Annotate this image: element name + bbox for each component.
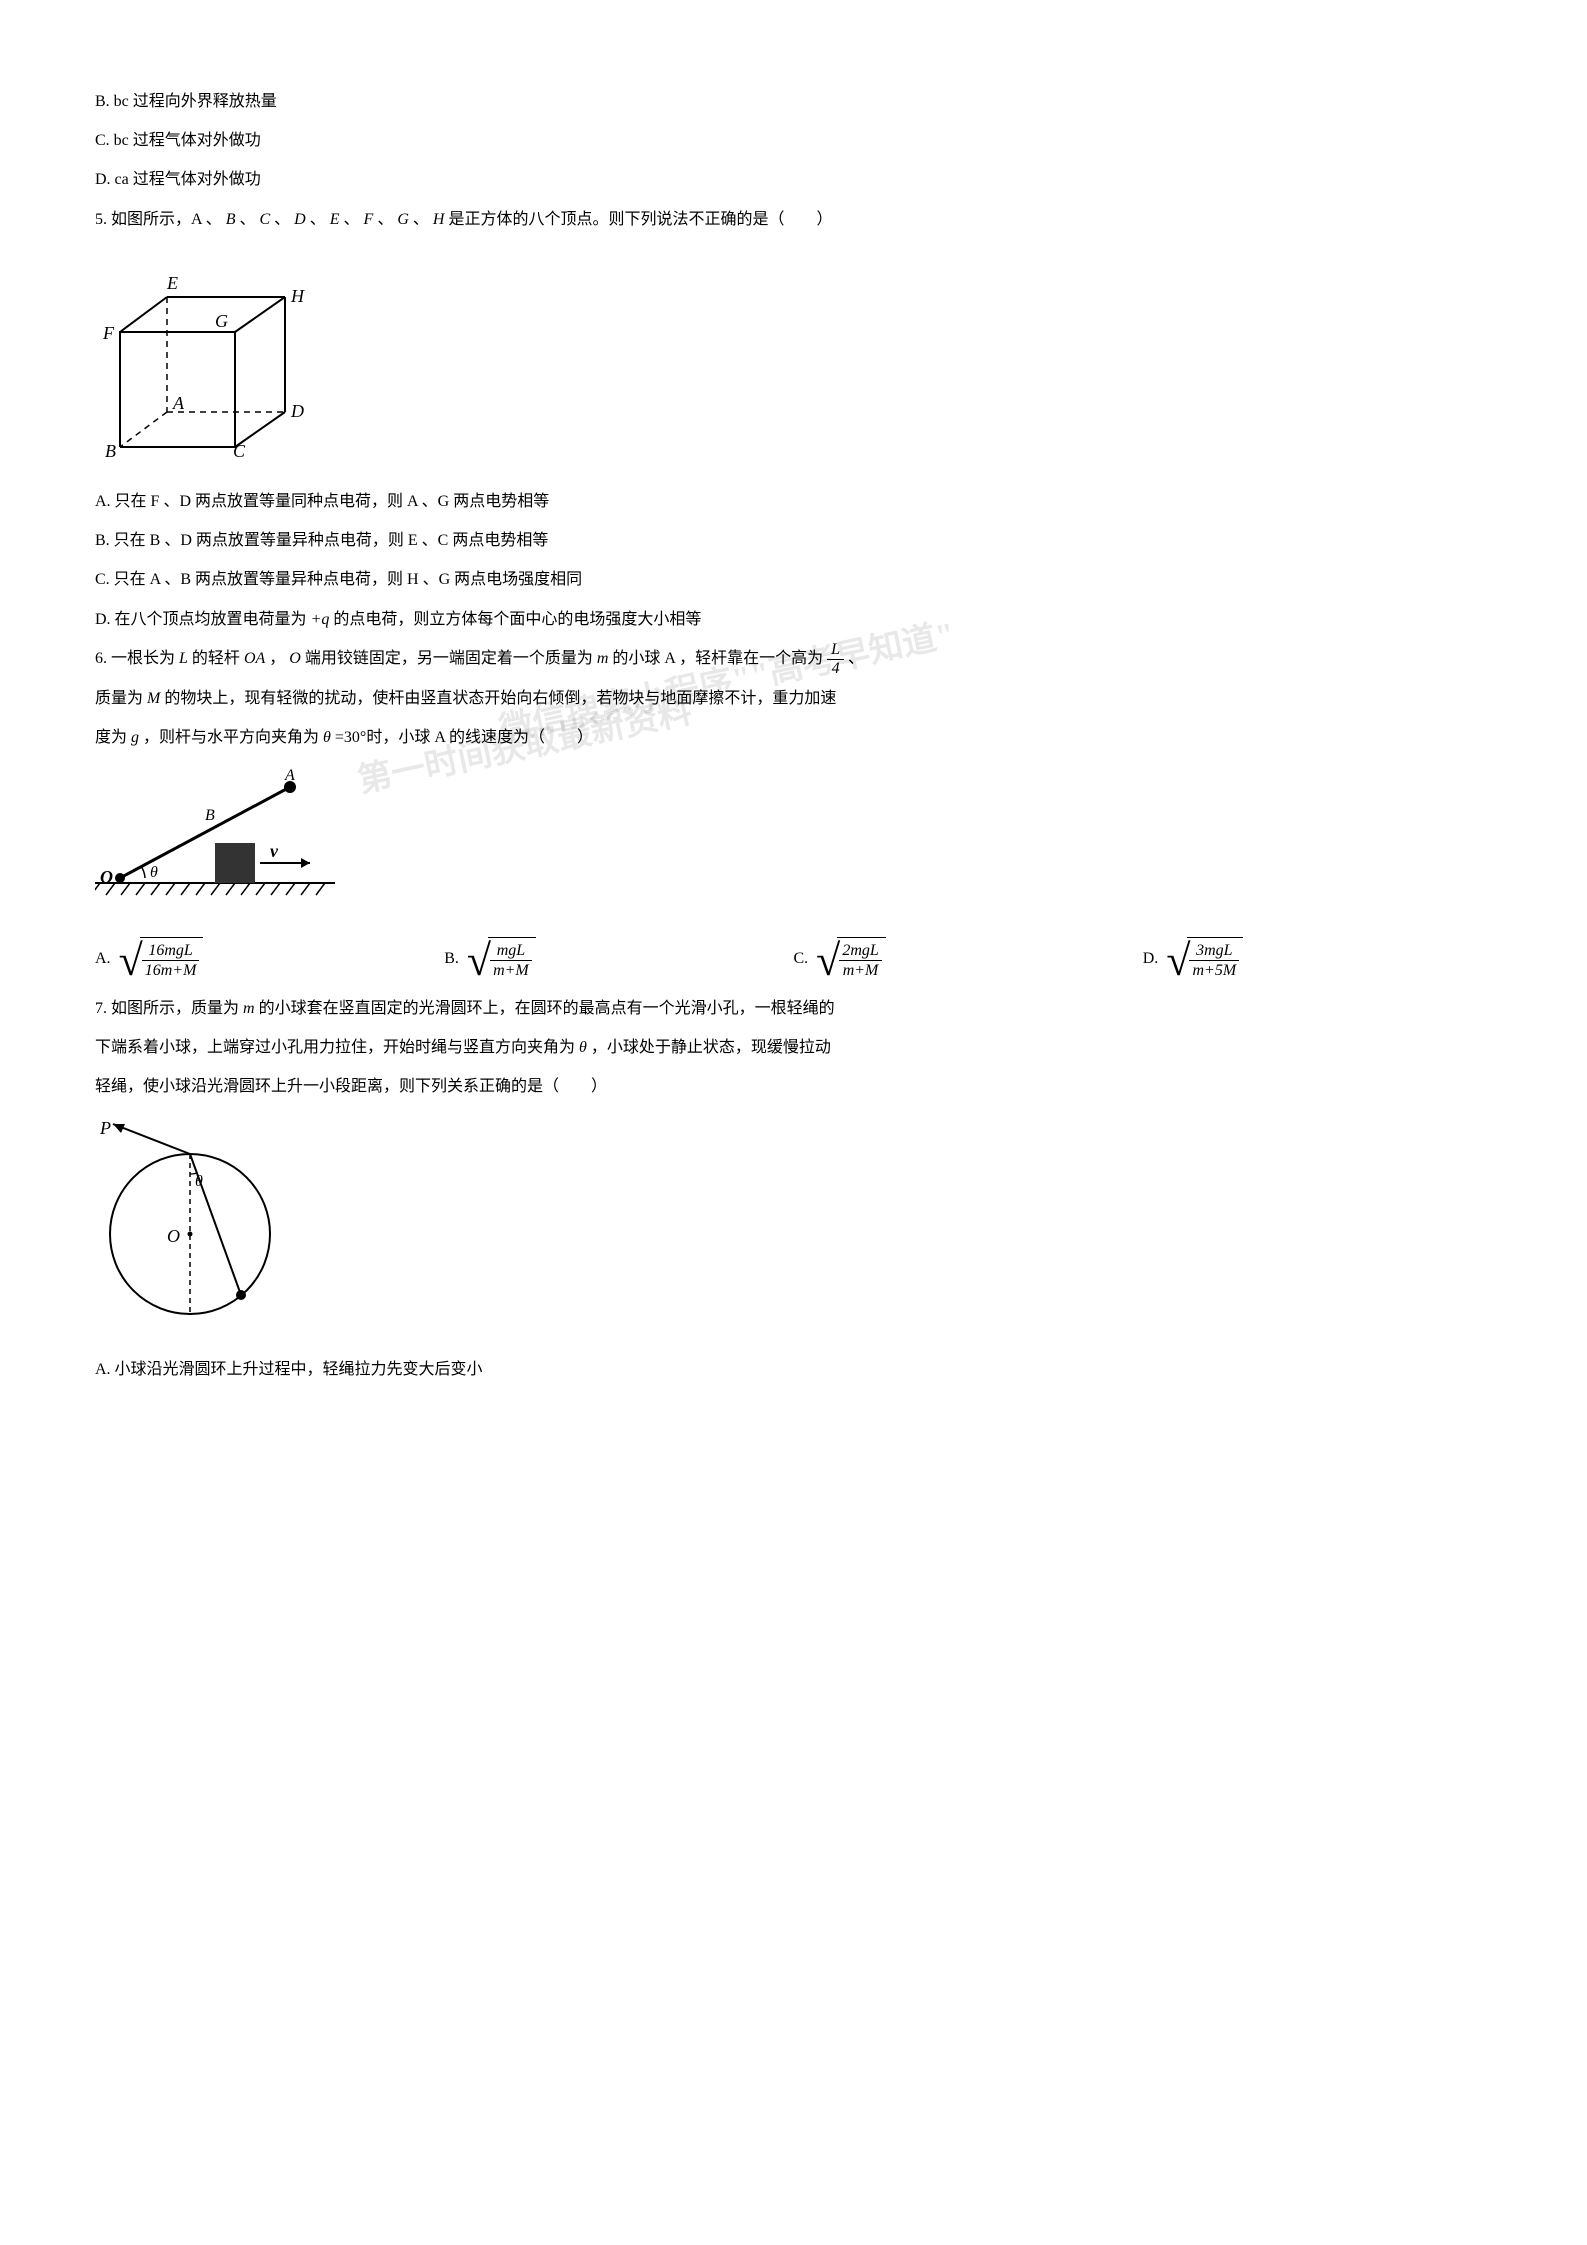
q6-opt-A: A. √ 16mgL 16m+M xyxy=(95,937,444,981)
q7-line1: 7. 如图所示，质量为 m 的小球套在竖直固定的光滑圆环上，在圆环的最高点有一个… xyxy=(95,991,1492,1026)
q5-d-q: +q xyxy=(311,611,330,628)
q5-letter-C: C xyxy=(259,211,270,228)
q6-opt-B: B. √ mgL m+M xyxy=(444,937,793,981)
prev-option-d-text: D. ca 过程气体对外做功 xyxy=(95,171,261,188)
q7-option-a: A. 小球沿光滑圆环上升过程中，轻绳拉力先变大后变小 xyxy=(95,1352,1492,1387)
prev-option-b: B. bc 过程向外界释放热量 xyxy=(95,84,1492,119)
q6-optD-den: m+5M xyxy=(1189,961,1239,981)
q6-options: A. √ 16mgL 16m+M B. √ mgL m+M C. xyxy=(95,937,1492,981)
q6-M: M xyxy=(147,690,160,707)
q6-optA-label: A. xyxy=(95,941,111,976)
q6-l2b: 的物块上，现有轻微的扰动，使杆由竖直状态开始向右倾倒，若物块与地面摩擦不计，重力… xyxy=(164,690,836,707)
cube-label-H: H xyxy=(290,286,305,306)
cube-label-A: A xyxy=(172,393,185,413)
q5-stem: 5. 如图所示，A 、 B 、 C 、 D 、 E 、 F 、 G 、 H 是正… xyxy=(95,202,1492,237)
cube-label-C: C xyxy=(233,441,246,457)
prev-option-b-text: B. bc 过程向外界释放热量 xyxy=(95,93,277,110)
q6-optD-sqrt: √ 3mgL m+5M xyxy=(1166,937,1243,981)
q5-cube-figure: E H G F A D B C xyxy=(95,247,1492,470)
q7-m: m xyxy=(243,1000,255,1017)
prev-option-c: C. bc 过程气体对外做功 xyxy=(95,123,1492,158)
q6-frac-num: L xyxy=(827,641,844,660)
q6-diag-v: v xyxy=(270,841,279,861)
q6-l1e: 、 xyxy=(848,650,864,667)
q6-l1c: 端用铰链固定，另一端固定着一个质量为 xyxy=(305,650,597,667)
q6-optC-den: m+M xyxy=(839,961,881,981)
cube-label-B: B xyxy=(105,441,116,457)
q7-diag-theta: θ xyxy=(195,1173,203,1190)
q6-l1a: 6. 一根长为 xyxy=(95,650,179,667)
q6-l3b: ，则杆与水平方向夹角为 xyxy=(143,729,323,746)
q5-letter-G: G xyxy=(397,211,409,228)
q5-stem-suffix: 是正方体的八个顶点。则下列说法不正确的是（ ） xyxy=(448,211,832,228)
q6-optD-num: 3mgL xyxy=(1189,941,1239,962)
q5-option-a: A. 只在 F 、D 两点放置等量同种点电荷，则 A 、G 两点电势相等 xyxy=(95,484,1492,519)
cube-label-G: G xyxy=(215,311,228,331)
q6-optB-den: m+M xyxy=(490,961,532,981)
q7-line2: 下端系着小球，上端穿过小孔用力拉住，开始时绳与竖直方向夹角为 θ ，小球处于静止… xyxy=(95,1030,1492,1065)
q6-optD-label: D. xyxy=(1143,941,1159,976)
q5-letter-E: E xyxy=(330,211,340,228)
cube-label-E: E xyxy=(166,273,178,293)
q7-diagram: θ P O xyxy=(95,1114,1492,1337)
q6-g: g xyxy=(131,729,139,746)
q7-line3: 轻绳，使小球沿光滑圆环上升一小段距离，则下列关系正确的是（ ） xyxy=(95,1069,1492,1104)
q5-d-prefix: D. 在八个顶点均放置电荷量为 xyxy=(95,611,311,628)
q6-line3: 度为 g ，则杆与水平方向夹角为 θ =30°时，小球 A 的线速度为（ ） 第… xyxy=(95,720,1492,755)
q6-diag-O: O xyxy=(100,867,113,887)
q7-l2b: ，小球处于静止状态，现缓慢拉动 xyxy=(591,1039,831,1056)
q7-l2a: 下端系着小球，上端穿过小孔用力拉住，开始时绳与竖直方向夹角为 xyxy=(95,1039,579,1056)
q6-optB-num: mgL xyxy=(490,941,532,962)
q6-line2: 质量为 M 的物块上，现有轻微的扰动，使杆由竖直状态开始向右倾倒，若物块与地面摩… xyxy=(95,681,1492,716)
q6-optC-sqrt: √ 2mgL m+M xyxy=(816,937,886,981)
q6-diag-theta: θ xyxy=(150,864,158,881)
q5-letter-F: F xyxy=(364,211,374,228)
q6-diagram: B θ v O A xyxy=(95,765,1492,918)
q5-letter-H: H xyxy=(433,211,445,228)
q6-frac-den: 4 xyxy=(827,660,844,678)
q6-m: m xyxy=(597,650,609,667)
q6-line1: 6. 一根长为 L 的轻杆 OA ， O 端用铰链固定，另一端固定着一个质量为 … xyxy=(95,641,1492,677)
q6-optA-sqrt: √ 16mgL 16m+M xyxy=(119,937,204,981)
q6-comma: ， xyxy=(269,650,285,667)
q6-theta: θ xyxy=(323,729,331,746)
q6-optB-label: B. xyxy=(444,941,459,976)
q7-l1a: 7. 如图所示，质量为 xyxy=(95,1000,243,1017)
cube-label-F: F xyxy=(102,323,115,343)
q6-l2a: 质量为 xyxy=(95,690,147,707)
q6-diag-A: A xyxy=(284,767,295,784)
q6-opt-C: C. √ 2mgL m+M xyxy=(794,937,1143,981)
prev-option-d: D. ca 过程气体对外做功 xyxy=(95,162,1492,197)
q5-d-suffix: 的点电荷，则立方体每个面中心的电场强度大小相等 xyxy=(333,611,701,628)
q5-letter-D: D xyxy=(294,211,306,228)
q6-l1b: 的轻杆 xyxy=(192,650,244,667)
cube-label-D: D xyxy=(290,401,304,421)
q6-O: O xyxy=(289,650,301,667)
q7-diag-O: O xyxy=(167,1226,180,1246)
q6-opt-D: D. √ 3mgL m+5M xyxy=(1143,937,1492,981)
q7-theta: θ xyxy=(579,1039,587,1056)
q6-L: L xyxy=(179,650,188,667)
q5-option-c: C. 只在 A 、B 两点放置等量异种点电荷，则 H 、G 两点电场强度相同 xyxy=(95,562,1492,597)
q5-option-d: D. 在八个顶点均放置电荷量为 +q 的点电荷，则立方体每个面中心的电场强度大小… xyxy=(95,602,1492,637)
q6-l1d: 的小球 A ，轻杆靠在一个高为 xyxy=(612,650,827,667)
q7-l1b: 的小球套在竖直固定的光滑圆环上，在圆环的最高点有一个光滑小孔，一根轻绳的 xyxy=(259,1000,835,1017)
q5-stem-prefix: 5. 如图所示，A 、 xyxy=(95,211,222,228)
q6-optA-num: 16mgL xyxy=(142,941,200,962)
q6-optC-label: C. xyxy=(794,941,809,976)
q7-diag-P: P xyxy=(99,1118,111,1138)
q5-option-b: B. 只在 B 、D 两点放置等量异种点电荷，则 E 、C 两点电势相等 xyxy=(95,523,1492,558)
q6-optB-sqrt: √ mgL m+M xyxy=(467,937,536,981)
q5-letter-B: B xyxy=(226,211,236,228)
prev-option-c-text: C. bc 过程气体对外做功 xyxy=(95,132,261,149)
q6-OA: OA xyxy=(244,650,265,667)
q6-frac: L 4 xyxy=(827,641,844,677)
q6-optA-den: 16m+M xyxy=(142,961,200,981)
q6-l3a: 度为 xyxy=(95,729,131,746)
q6-optC-num: 2mgL xyxy=(839,941,881,962)
q6-eq30: =30°时，小球 A 的线速度为（ ） xyxy=(335,729,593,746)
q6-diag-B: B xyxy=(205,807,215,824)
